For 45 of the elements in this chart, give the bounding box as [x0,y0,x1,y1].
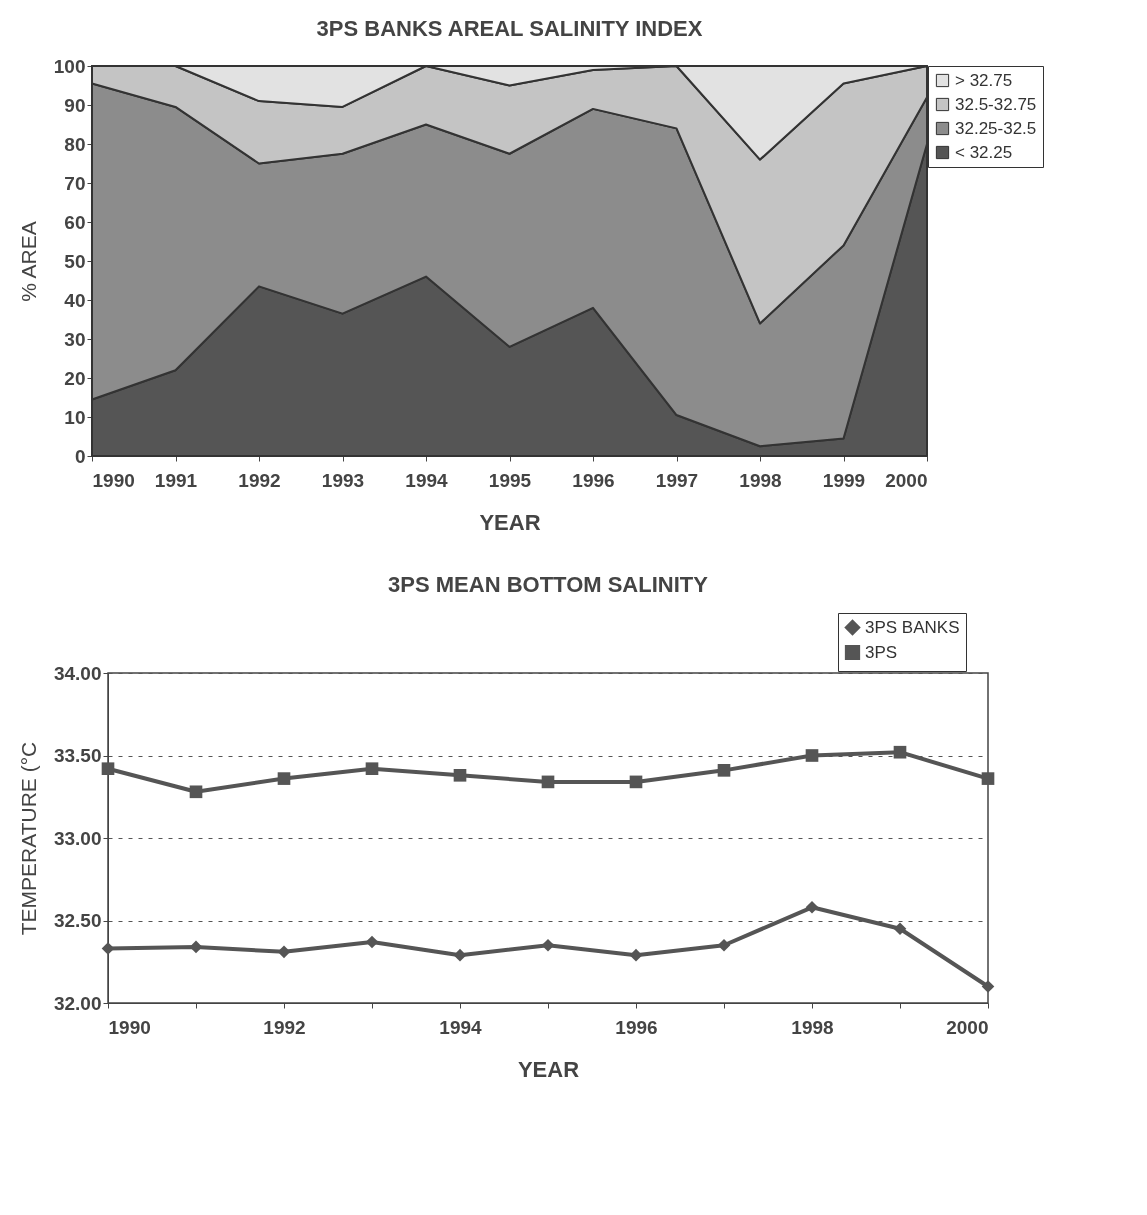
x-tick-label: 1991 [154,469,198,491]
legend-label: 3PS [865,642,898,662]
legend-label: 3PS BANKS [865,617,960,637]
chart-title: 3PS BANKS AREAL SALINITY INDEX [316,16,703,41]
x-tick-label: 1997 [655,469,699,491]
y-tick-label: 90 [64,94,86,116]
y-tick-label: 32.00 [53,992,102,1014]
x-tick-label: 1999 [822,469,866,491]
x-tick-label: 1993 [321,469,365,491]
x-tick-label: 1994 [405,469,449,491]
x-tick-label: 2000 [885,469,928,491]
x-axis-title: YEAR [479,509,541,535]
y-tick-label: 40 [64,289,86,311]
y-tick-label: 100 [53,55,86,77]
x-tick-label: 1992 [238,469,281,491]
y-tick-label: 0 [74,445,86,467]
y-axis-title: % AREA [16,221,40,302]
legend-label: < 32.25 [955,142,1013,162]
x-tick-label: 1996 [572,469,615,491]
y-tick-label: 70 [64,172,86,194]
x-tick-label: 2000 [946,1016,989,1038]
x-tick-label: 1994 [439,1016,483,1038]
y-tick-label: 32.50 [53,910,102,931]
y-axis-title: TEMPERATURE (°C [16,741,40,936]
legend-label: 32.5-32.75 [955,94,1037,114]
y-tick-label: 10 [64,406,86,428]
legend-label: 32.25-32.5 [955,118,1037,138]
x-tick-label: 1995 [488,469,532,491]
y-tick-label: 30 [64,328,86,350]
y-tick-label: 33.00 [53,827,102,849]
x-tick-label: 1998 [791,1016,834,1038]
x-tick-label: 1990 [92,469,135,491]
y-tick-label: 34.00 [53,662,102,684]
x-tick-label: 1992 [263,1016,306,1038]
x-tick-label: 1990 [108,1016,151,1038]
x-axis-title: YEAR [517,1056,580,1082]
y-tick-label: 20 [64,367,86,389]
y-tick-label: 50 [64,250,86,272]
chart-title: 3PS MEAN BOTTOM SALINITY [388,571,709,597]
y-tick-label: 33.50 [53,745,102,766]
x-tick-label: 1996 [615,1016,658,1038]
y-tick-label: 60 [64,211,86,233]
x-tick-label: 1998 [739,469,782,491]
legend-label: > 32.75 [955,70,1013,90]
y-tick-label: 80 [64,133,86,155]
